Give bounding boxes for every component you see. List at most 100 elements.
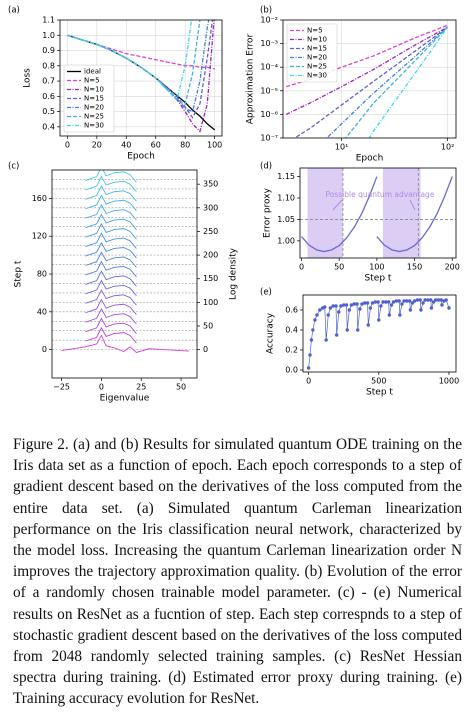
spectrum-line xyxy=(85,213,137,230)
y-tick-label: 10⁻⁶ xyxy=(260,110,278,119)
x-tick-label: 0 xyxy=(99,383,104,392)
annotation-arrow xyxy=(332,199,343,211)
spectrum-line xyxy=(85,251,137,268)
series-line xyxy=(285,26,448,115)
data-point xyxy=(381,300,385,304)
data-point xyxy=(419,308,423,312)
y-tick-label: 0.6 xyxy=(42,92,55,101)
data-point xyxy=(397,299,401,303)
y2-tick-label: 250 xyxy=(203,227,218,236)
y-tick-label: 0.5 xyxy=(42,107,55,116)
data-point xyxy=(415,298,420,302)
x-tick-label: 0 xyxy=(299,263,304,272)
series-line xyxy=(67,20,193,98)
series-line xyxy=(344,26,449,138)
data-point xyxy=(366,323,370,327)
data-point xyxy=(339,304,343,308)
annotation-arrow xyxy=(409,199,416,211)
series-line xyxy=(325,26,449,138)
y2-tick-label: 0 xyxy=(203,345,208,354)
spectrum-line xyxy=(85,317,137,334)
data-point xyxy=(439,298,443,302)
y-tick-label: 0.6 xyxy=(285,306,298,315)
y2-tick-label: 150 xyxy=(203,274,218,283)
x-axis-label: Epoch xyxy=(356,154,384,164)
y-tick-label: 10⁻³ xyxy=(260,39,278,48)
y-tick-label: 80 xyxy=(37,270,47,279)
data-point xyxy=(331,304,335,308)
y-tick-label: 1.00 xyxy=(277,236,295,245)
series-line xyxy=(301,176,453,253)
series-line xyxy=(67,34,215,70)
x-tick-label: 150 xyxy=(407,263,422,272)
data-point xyxy=(342,303,346,307)
y-axis-label: Step t xyxy=(14,260,24,287)
data-point xyxy=(370,301,375,305)
data-point xyxy=(328,306,333,310)
x-tick-label: 80 xyxy=(180,141,190,150)
x-tick-label: 10¹ xyxy=(335,143,348,152)
series-line xyxy=(308,299,450,369)
data-point xyxy=(400,302,404,306)
spectrum-line xyxy=(61,334,190,353)
legend-label: N=15 xyxy=(307,45,327,53)
data-point xyxy=(344,303,349,307)
data-point xyxy=(412,299,417,303)
data-point xyxy=(377,318,381,322)
caption: Figure 2. (a) and (b) Results for simula… xyxy=(13,436,462,708)
data-point xyxy=(363,301,367,305)
data-point xyxy=(355,302,359,306)
y-tick-label: 0.9 xyxy=(42,46,55,55)
data-point xyxy=(386,300,391,304)
data-point xyxy=(323,305,327,309)
y-tick-label: 1.15 xyxy=(277,172,295,181)
x-tick-label: 50 xyxy=(334,263,344,272)
axes-frame xyxy=(299,167,457,259)
y2-tick-label: 100 xyxy=(203,298,218,307)
y-tick-label: 1.0 xyxy=(42,31,55,40)
x-tick-label: 200 xyxy=(445,263,460,272)
panel-label: (a) xyxy=(8,6,20,16)
x-tick-label: 40 xyxy=(121,141,131,150)
legend-label: N=15 xyxy=(84,95,104,103)
x-tick-label: 100 xyxy=(207,141,222,150)
data-point xyxy=(306,366,311,370)
spectrum-line xyxy=(85,222,137,240)
axes-frame xyxy=(282,19,457,139)
y-tick-label: 0.4 xyxy=(42,122,55,131)
legend-label: ideal xyxy=(84,68,101,76)
x-axis-label: Epoch xyxy=(127,152,155,162)
data-point xyxy=(410,301,415,305)
y2-tick-label: 200 xyxy=(203,251,218,260)
y-axis-label: Approximation Error xyxy=(246,33,256,124)
plot-area xyxy=(52,170,197,353)
spectrum-line xyxy=(85,204,137,221)
y-tick-label: 10⁻⁷ xyxy=(260,134,278,143)
data-point xyxy=(436,298,441,302)
data-point xyxy=(315,313,319,317)
annotation: Possible quantum advantage xyxy=(326,190,435,199)
legend-label: N=30 xyxy=(307,72,327,80)
y-tick-label: 0.4 xyxy=(285,326,298,335)
data-point xyxy=(376,300,380,304)
legend-label: N=10 xyxy=(307,36,327,44)
panel-label: (c) xyxy=(8,162,19,172)
data-point xyxy=(365,301,370,305)
data-point xyxy=(447,306,451,310)
axes-frame xyxy=(59,19,223,137)
data-point xyxy=(444,298,448,302)
series-line xyxy=(293,26,448,138)
plot-area xyxy=(300,168,456,258)
data-point xyxy=(426,298,430,302)
y-tick-label: 120 xyxy=(32,232,47,241)
spectrum-line xyxy=(85,175,137,193)
data-point xyxy=(398,313,402,317)
data-point xyxy=(347,308,352,312)
x-axis-label: Step t xyxy=(366,388,393,398)
axes-frame xyxy=(51,169,198,379)
legend-label: N=5 xyxy=(84,77,100,85)
panel-label: (e) xyxy=(260,288,272,298)
x-tick-label: 50 xyxy=(176,383,186,392)
data-point xyxy=(394,299,399,303)
